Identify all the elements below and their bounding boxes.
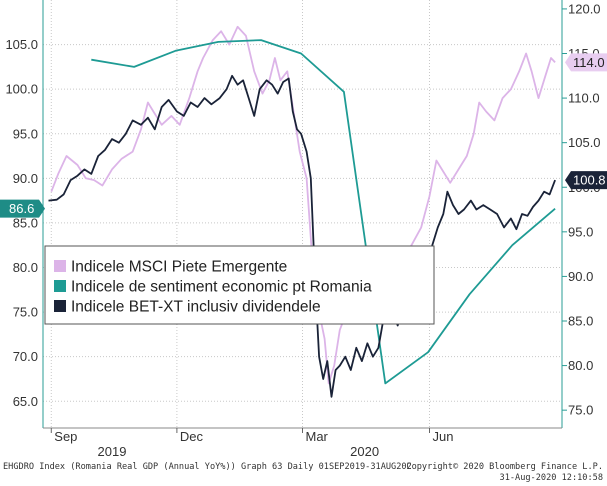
right-tick-label: 80.0 [568, 358, 593, 373]
legend-label-3: Indicele BET-XT inclusiv dividendele [71, 299, 321, 316]
left-tick-label: 95.0 [13, 126, 38, 141]
last-value-tag-3: 86.6 [0, 199, 45, 218]
footer-copyright: Copyright© 2020 Bloomberg Finance L.P. [406, 462, 603, 472]
left-tick-label: 75.0 [13, 305, 38, 320]
footer-timestamp: 31-Aug-2020 12:10:58 [499, 473, 603, 483]
legend-swatch-2 [54, 280, 66, 292]
x-tick-label: Sep [54, 429, 77, 444]
right-tick-label: 85.0 [568, 314, 593, 329]
x-tick-label: Mar [306, 429, 329, 444]
right-tick-label: 95.0 [568, 224, 593, 239]
series-layer [48, 25, 556, 398]
tag-label: 86.6 [9, 201, 34, 216]
last-value-tag-2: 100.8 [565, 171, 607, 190]
left-tick-label: 85.0 [13, 215, 38, 230]
series-line-2 [91, 39, 556, 385]
right-tick-label: 105.0 [568, 135, 601, 150]
x-year-label: 2020 [350, 444, 379, 459]
right-tick-label: 110.0 [568, 91, 600, 106]
left-tick-label: 65.0 [13, 394, 38, 409]
tag-background [565, 53, 607, 72]
left-tick-label: 80.0 [13, 260, 38, 275]
grid-lines [43, 0, 562, 428]
right-tick-label: 120.0 [568, 1, 601, 16]
tag-background [565, 171, 607, 190]
left-tick-label: 90.0 [13, 171, 38, 186]
legend-swatch-3 [54, 300, 66, 312]
last-value-tag-1: 114.0 [565, 53, 607, 72]
tag-label: 114.0 [573, 55, 605, 70]
x-axis-ticks: Sep Dec Mar Jun 2019 2020 [50, 428, 453, 459]
legend: Indicele MSCI Piete Emergente Indicele de… [44, 245, 435, 325]
x-tick-label: Dec [180, 429, 204, 444]
last-value-tags: 114.0 100.8 86.6 [0, 53, 607, 218]
right-tick-label: 90.0 [568, 269, 593, 284]
tag-label: 100.8 [573, 173, 606, 188]
x-year-label: 2019 [98, 444, 127, 459]
right-tick-label: 75.0 [568, 403, 593, 418]
legend-swatch-1 [54, 260, 66, 272]
series-line-3 [48, 74, 556, 398]
legend-label-1: Indicele MSCI Piete Emergente [71, 259, 287, 276]
left-tick-label: 100.0 [5, 82, 38, 97]
left-tick-label: 105.0 [5, 37, 38, 52]
legend-label-2: Indicele de sentiment economic pt Romani… [71, 279, 372, 296]
x-tick-label: Jun [432, 429, 453, 444]
footer-source: EHGDRO Index (Romania Real GDP (Annual Y… [3, 462, 412, 472]
left-axis-ticks: 65.0 70.0 75.0 80.0 85.0 90.0 95.0 100.0 105.0 [5, 37, 38, 409]
tag-background [0, 199, 45, 218]
left-tick-label: 70.0 [13, 349, 38, 364]
series-line-1 [50, 25, 556, 385]
legend-box [44, 245, 435, 325]
